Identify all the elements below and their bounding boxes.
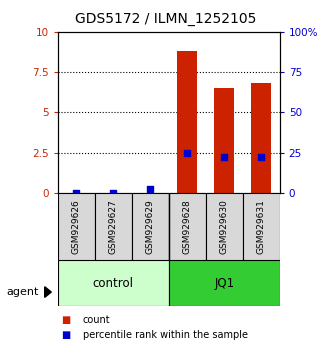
- Text: GSM929629: GSM929629: [146, 199, 155, 254]
- Bar: [206, 193, 243, 260]
- Bar: [243, 193, 280, 260]
- Bar: [58, 260, 169, 306]
- Text: ■: ■: [61, 315, 71, 325]
- Text: GDS5172 / ILMN_1252105: GDS5172 / ILMN_1252105: [75, 12, 256, 27]
- Point: [148, 186, 153, 192]
- Bar: [251, 84, 271, 193]
- Text: percentile rank within the sample: percentile rank within the sample: [83, 330, 248, 339]
- Text: ■: ■: [61, 330, 71, 339]
- Text: GSM929630: GSM929630: [220, 199, 229, 254]
- Polygon shape: [45, 287, 51, 297]
- Text: control: control: [93, 277, 134, 290]
- Text: GSM929627: GSM929627: [109, 199, 118, 254]
- Point: [259, 155, 264, 160]
- Bar: [58, 193, 95, 260]
- Text: GSM929631: GSM929631: [257, 199, 266, 254]
- Point: [221, 155, 227, 160]
- Text: count: count: [83, 315, 110, 325]
- Bar: [95, 193, 132, 260]
- Point: [111, 190, 116, 196]
- Bar: [169, 193, 206, 260]
- Text: agent: agent: [7, 287, 39, 297]
- Bar: [132, 193, 169, 260]
- Text: GSM929628: GSM929628: [183, 199, 192, 254]
- Bar: [169, 260, 280, 306]
- Bar: [177, 51, 198, 193]
- Bar: [214, 88, 234, 193]
- Text: JQ1: JQ1: [214, 277, 234, 290]
- Point: [185, 150, 190, 155]
- Text: GSM929626: GSM929626: [72, 199, 81, 254]
- Point: [74, 190, 79, 196]
